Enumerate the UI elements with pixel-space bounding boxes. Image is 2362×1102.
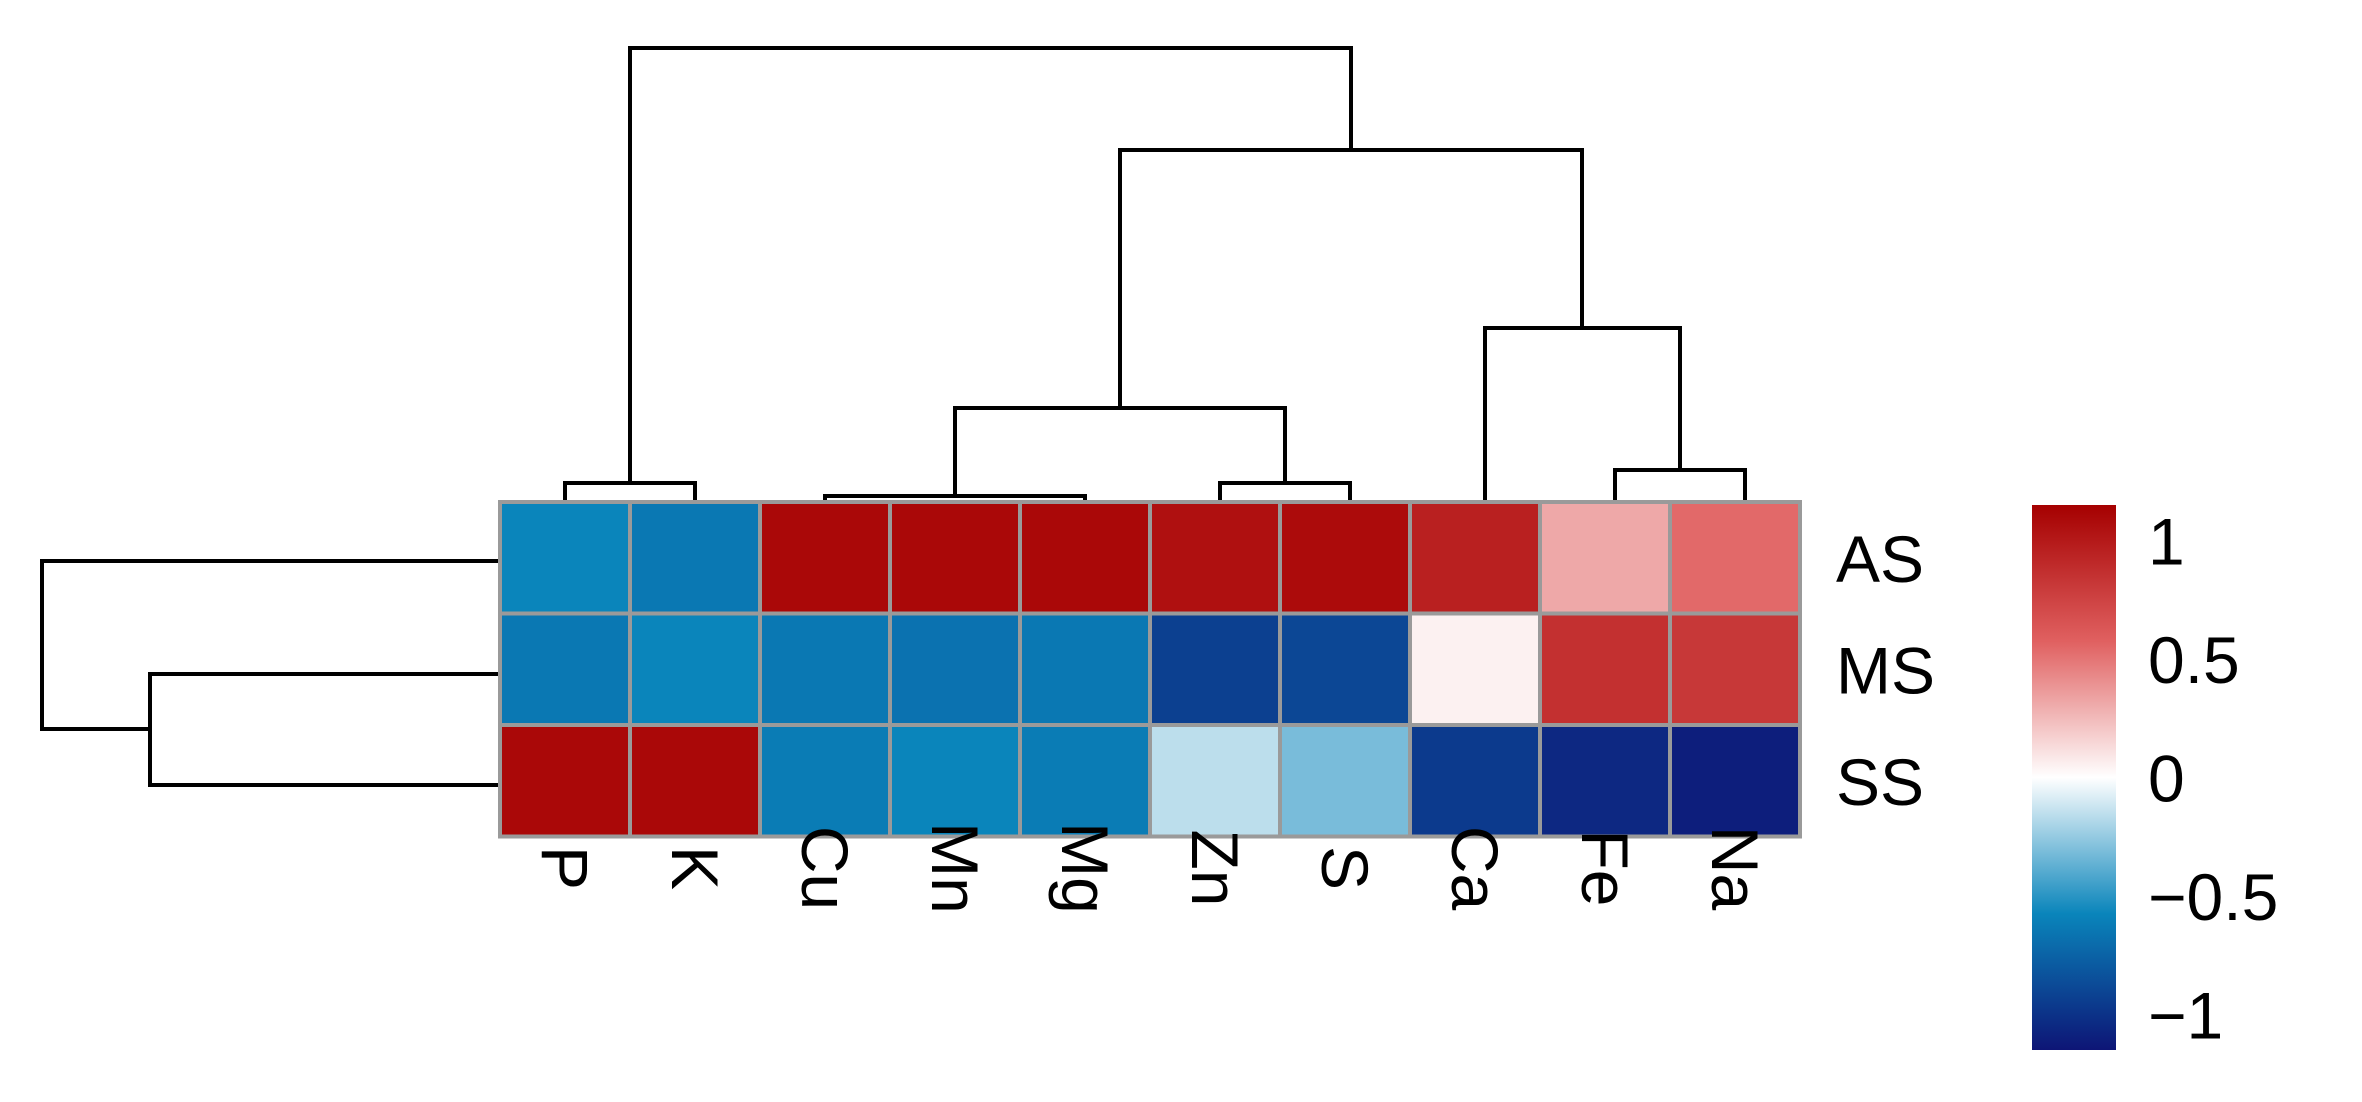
dendrogram-branch <box>563 481 697 502</box>
heatmap-cell-ms-p <box>498 611 632 727</box>
heatmap-cell-as-ca <box>1408 500 1542 616</box>
heatmap-cell-ss-s <box>1278 723 1412 839</box>
heatmap-cell-ms-ca <box>1408 611 1542 727</box>
column-label-mn: Mn <box>918 822 992 914</box>
heatmap-cell-as-mn <box>888 500 1022 616</box>
heatmap-cell-ms-fe <box>1538 611 1672 727</box>
colorbar-tick-label: −0.5 <box>2148 860 2278 934</box>
heatmap-cell-ms-mg <box>1018 611 1152 727</box>
heatmap-cell-as-k <box>628 500 762 616</box>
column-label-p: P <box>528 846 602 890</box>
heatmap-cells <box>498 500 1802 839</box>
row-labels: AS MS SS <box>1836 522 1935 819</box>
colorbar-ticks: 1 0.5 0 −0.5 −1 <box>2148 505 2278 1053</box>
dendrogram-branch <box>148 672 500 787</box>
column-dendrogram <box>563 46 1747 502</box>
heatmap-cell-as-s <box>1278 500 1412 616</box>
colorbar-tick-label: 0 <box>2148 742 2185 816</box>
heatmap-cell-as-na <box>1668 500 1802 616</box>
column-label-s: S <box>1308 846 1382 890</box>
row-dendrogram <box>40 559 500 787</box>
colorbar-tick-label: 0.5 <box>2148 623 2240 697</box>
colorbar-gradient <box>2032 505 2116 1050</box>
heatmap-cell-as-mg <box>1018 500 1152 616</box>
heatmap-cell-ss-fe <box>1538 723 1672 839</box>
column-label-zn: Zn <box>1178 829 1252 906</box>
heatmap-cell-as-fe <box>1538 500 1672 616</box>
heatmap-cell-ss-zn <box>1148 723 1282 839</box>
column-label-fe: Fe <box>1568 829 1642 906</box>
dendrogram-branch <box>628 46 1353 483</box>
dendrogram-branch <box>1218 481 1352 502</box>
column-label-ca: Ca <box>1438 826 1512 911</box>
heatmap-cell-ms-cu <box>758 611 892 727</box>
column-label-mg: Mg <box>1048 822 1122 914</box>
column-label-k: K <box>658 846 732 890</box>
heatmap-cell-ss-ca <box>1408 723 1542 839</box>
heatmap-cell-ms-k <box>628 611 762 727</box>
heatmap-cell-as-cu <box>758 500 892 616</box>
colorbar-tick-label: −1 <box>2148 978 2223 1052</box>
dendrogram-branch <box>40 559 500 731</box>
heatmap-cell-ms-zn <box>1148 611 1282 727</box>
row-label-as: AS <box>1836 522 1924 596</box>
heatmap-cell-ms-mn <box>888 611 1022 727</box>
heatmap-cell-ss-mn <box>888 723 1022 839</box>
colorbar-legend: 1 0.5 0 −0.5 −1 <box>2032 505 2278 1053</box>
heatmap-cell-as-zn <box>1148 500 1282 616</box>
heatmap-cell-ss-mg <box>1018 723 1152 839</box>
row-label-ss: SS <box>1836 745 1924 819</box>
column-label-cu: Cu <box>788 826 862 910</box>
column-labels: P K Cu Mn Mg Zn S Ca Fe Na <box>528 822 1772 914</box>
colorbar-tick-label: 1 <box>2148 505 2185 579</box>
heatmap-cell-ss-na <box>1668 723 1802 839</box>
heatmap-cell-ss-p <box>498 723 632 839</box>
dendrogram-branch <box>1613 468 1747 502</box>
heatmap-cell-ss-cu <box>758 723 892 839</box>
dendrogram-branch <box>1118 148 1584 408</box>
heatmap-cell-ms-s <box>1278 611 1412 727</box>
heatmap-cell-ss-k <box>628 723 762 839</box>
dendrogram-branch <box>1483 326 1682 502</box>
heatmap-cell-as-p <box>498 500 632 616</box>
row-label-ms: MS <box>1836 633 1935 707</box>
column-label-na: Na <box>1698 826 1772 911</box>
heatmap-cell-ms-na <box>1668 611 1802 727</box>
